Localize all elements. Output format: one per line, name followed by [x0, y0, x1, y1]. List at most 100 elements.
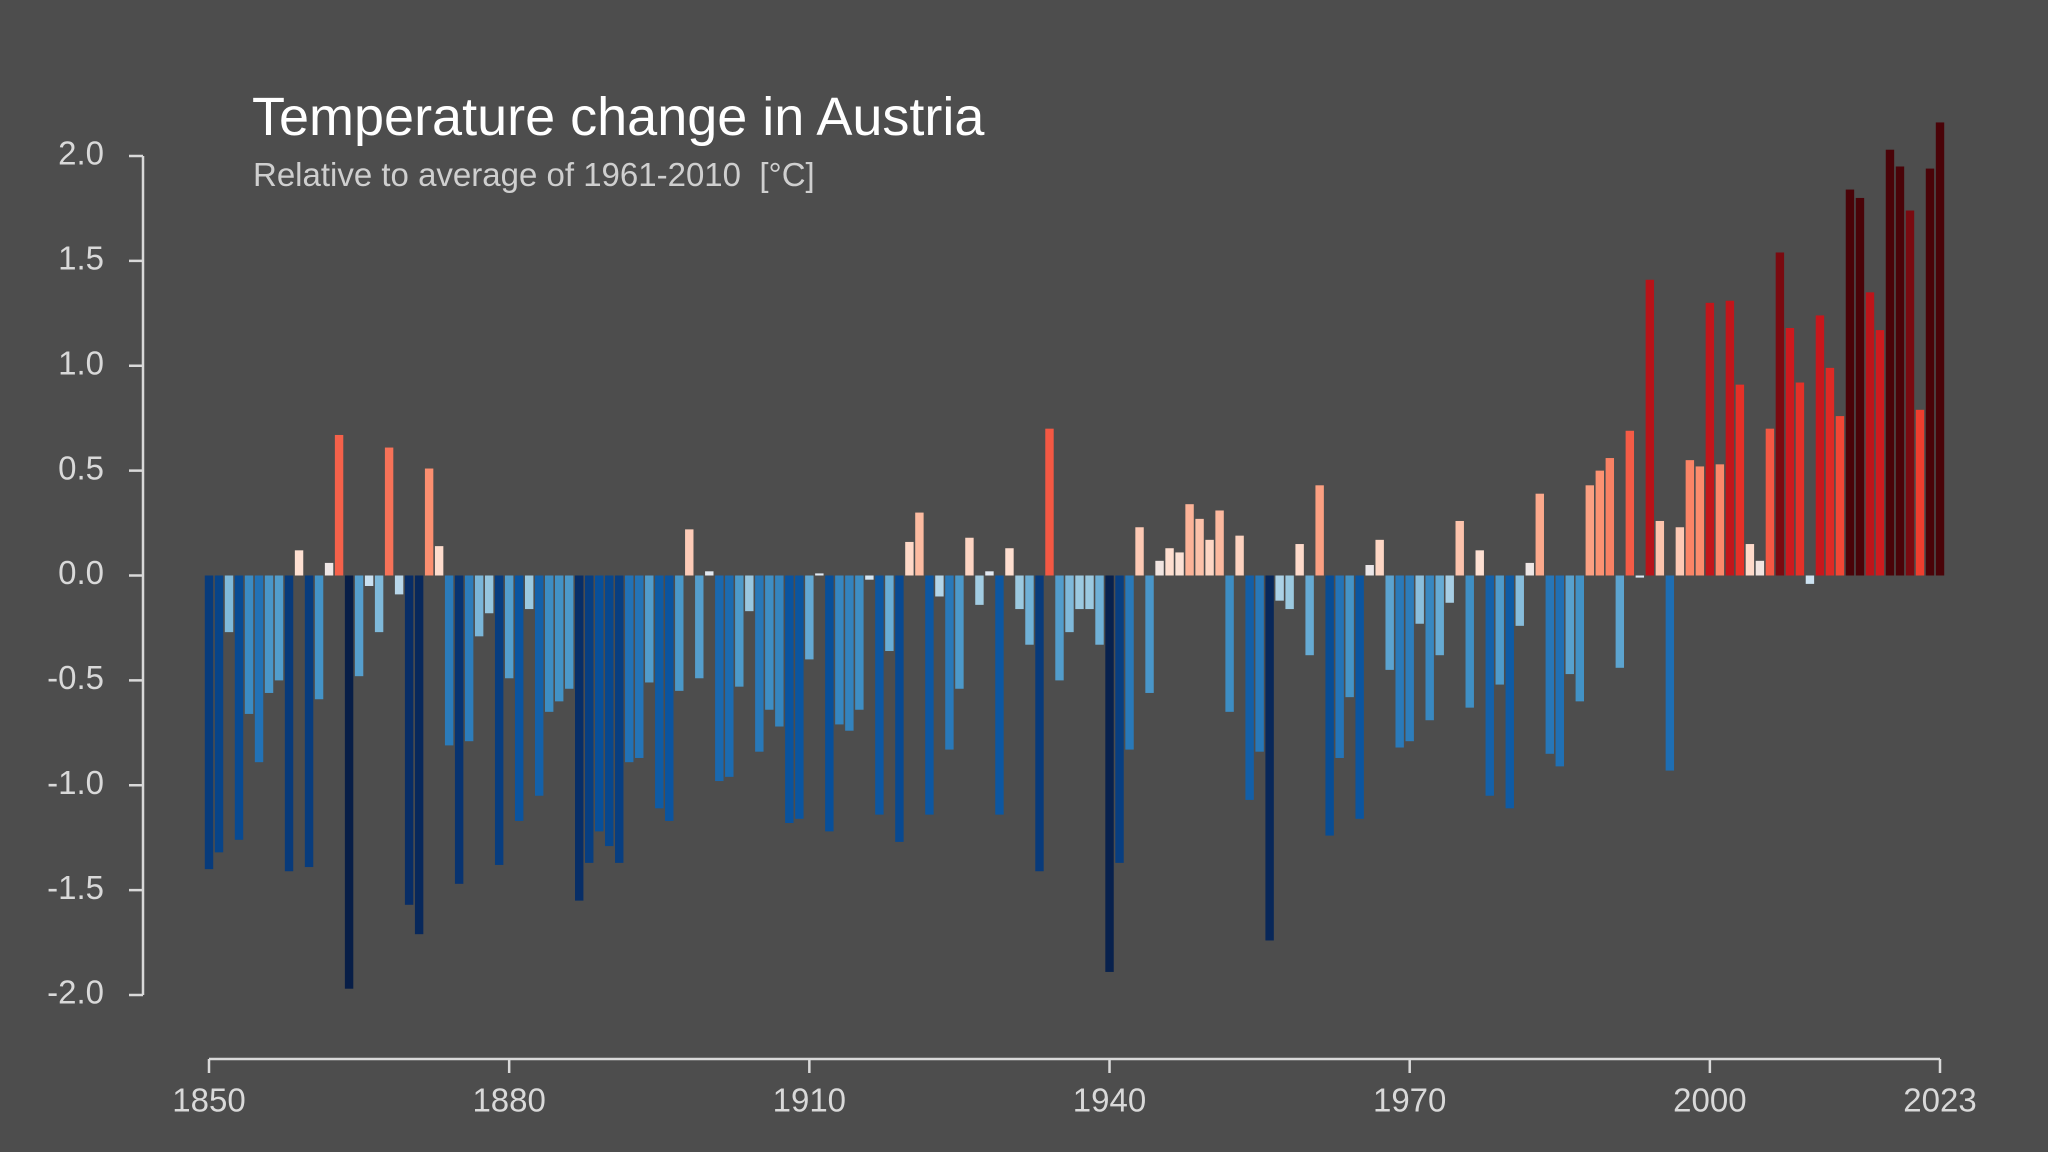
x-tick-label: 1910 [773, 1082, 846, 1119]
bar-1863 [334, 434, 344, 576]
y-tick-label: -0.5 [47, 659, 104, 696]
bar-1868 [384, 447, 394, 576]
bar-1873 [434, 546, 444, 576]
bar-1999 [1695, 466, 1705, 576]
bar-1987 [1575, 575, 1584, 702]
bar-1934 [1045, 428, 1054, 576]
bar-1854 [244, 575, 254, 714]
bar-1969 [1395, 575, 1404, 748]
bar-1852 [224, 575, 234, 633]
bar-1965 [1355, 575, 1364, 819]
bar-1948 [1185, 504, 1194, 576]
bar-2017 [1875, 330, 1885, 576]
bar-1938 [1085, 575, 1094, 610]
bar-1892 [625, 575, 634, 763]
bar-1949 [1195, 518, 1204, 576]
bar-1916 [865, 575, 874, 580]
bar-1992 [1625, 430, 1635, 576]
bar-1981 [1515, 575, 1524, 626]
bar-1887 [575, 575, 584, 901]
bar-1942 [1125, 575, 1134, 750]
bar-1900 [705, 571, 714, 576]
bar-2001 [1715, 464, 1725, 576]
bar-1858 [284, 575, 294, 872]
bar-1998 [1685, 460, 1695, 576]
bar-1932 [1025, 575, 1034, 645]
bar-1853 [234, 575, 244, 840]
bar-1966 [1365, 565, 1374, 576]
bar-1989 [1595, 470, 1605, 576]
bar-1904 [745, 575, 754, 612]
bar-1917 [875, 575, 884, 815]
bar-1967 [1375, 539, 1384, 576]
bar-1860 [304, 575, 314, 868]
bar-1920 [905, 541, 914, 576]
bar-1915 [855, 575, 864, 710]
bar-1935 [1055, 575, 1064, 681]
bar-1876 [464, 575, 474, 742]
bar-1872 [424, 468, 434, 576]
bar-1936 [1065, 575, 1074, 633]
y-tick-label: -1.0 [47, 764, 104, 801]
bar-1882 [524, 575, 534, 610]
x-tick-label: 1850 [172, 1082, 245, 1119]
bar-2010 [1805, 575, 1815, 584]
bar-1903 [735, 575, 744, 687]
bar-1902 [725, 575, 734, 777]
y-tick-label: 0.5 [58, 449, 104, 486]
bar-1883 [534, 575, 544, 796]
bar-1961 [1315, 485, 1324, 576]
bar-2015 [1855, 197, 1865, 576]
bar-1972 [1425, 575, 1434, 721]
bar-1995 [1655, 520, 1665, 576]
bar-2023 [1935, 122, 1945, 576]
chart-title: Temperature change in Austria [252, 87, 985, 147]
x-tick-label: 2000 [1673, 1082, 1746, 1119]
bar-1869 [394, 575, 404, 595]
bar-1918 [885, 575, 894, 652]
bar-1889 [595, 575, 604, 832]
bar-2006 [1765, 428, 1775, 576]
bar-1922 [925, 575, 934, 815]
y-tick-label: -1.5 [47, 869, 104, 906]
bar-1878 [484, 575, 494, 614]
bar-1891 [615, 575, 624, 863]
bar-1982 [1525, 562, 1534, 576]
bar-1867 [374, 575, 384, 633]
bar-1947 [1175, 552, 1184, 576]
bar-1911 [815, 573, 824, 576]
bar-1984 [1545, 575, 1554, 754]
bar-1945 [1155, 560, 1164, 576]
bar-1997 [1675, 527, 1685, 576]
bar-1953 [1235, 535, 1244, 576]
bar-1893 [635, 575, 644, 758]
bar-1985 [1555, 575, 1564, 767]
bar-1955 [1255, 575, 1264, 752]
bar-1931 [1015, 575, 1024, 610]
x-tick-label: 2023 [1903, 1082, 1976, 1119]
bar-1879 [494, 575, 504, 865]
bar-1968 [1385, 575, 1394, 670]
bar-1855 [254, 575, 264, 763]
bar-1906 [765, 575, 774, 710]
bar-1973 [1435, 575, 1444, 656]
bar-1899 [695, 575, 704, 679]
bar-1861 [314, 575, 324, 700]
bar-1912 [825, 575, 834, 832]
bar-2013 [1835, 416, 1845, 576]
bar-1851 [214, 575, 224, 853]
bar-1971 [1415, 575, 1424, 624]
bar-1924 [945, 575, 954, 750]
y-tick-label: 1.5 [58, 240, 104, 277]
bar-2000 [1705, 302, 1715, 576]
bar-2004 [1745, 544, 1755, 576]
y-tick-label: 0.0 [58, 554, 104, 591]
bar-1890 [605, 575, 614, 847]
bar-1928 [985, 571, 994, 576]
bar-1996 [1665, 575, 1675, 771]
bar-2008 [1785, 328, 1795, 576]
bar-1952 [1225, 575, 1234, 712]
bars-group [204, 122, 1945, 989]
bar-1871 [414, 575, 424, 935]
bar-1865 [354, 575, 364, 677]
